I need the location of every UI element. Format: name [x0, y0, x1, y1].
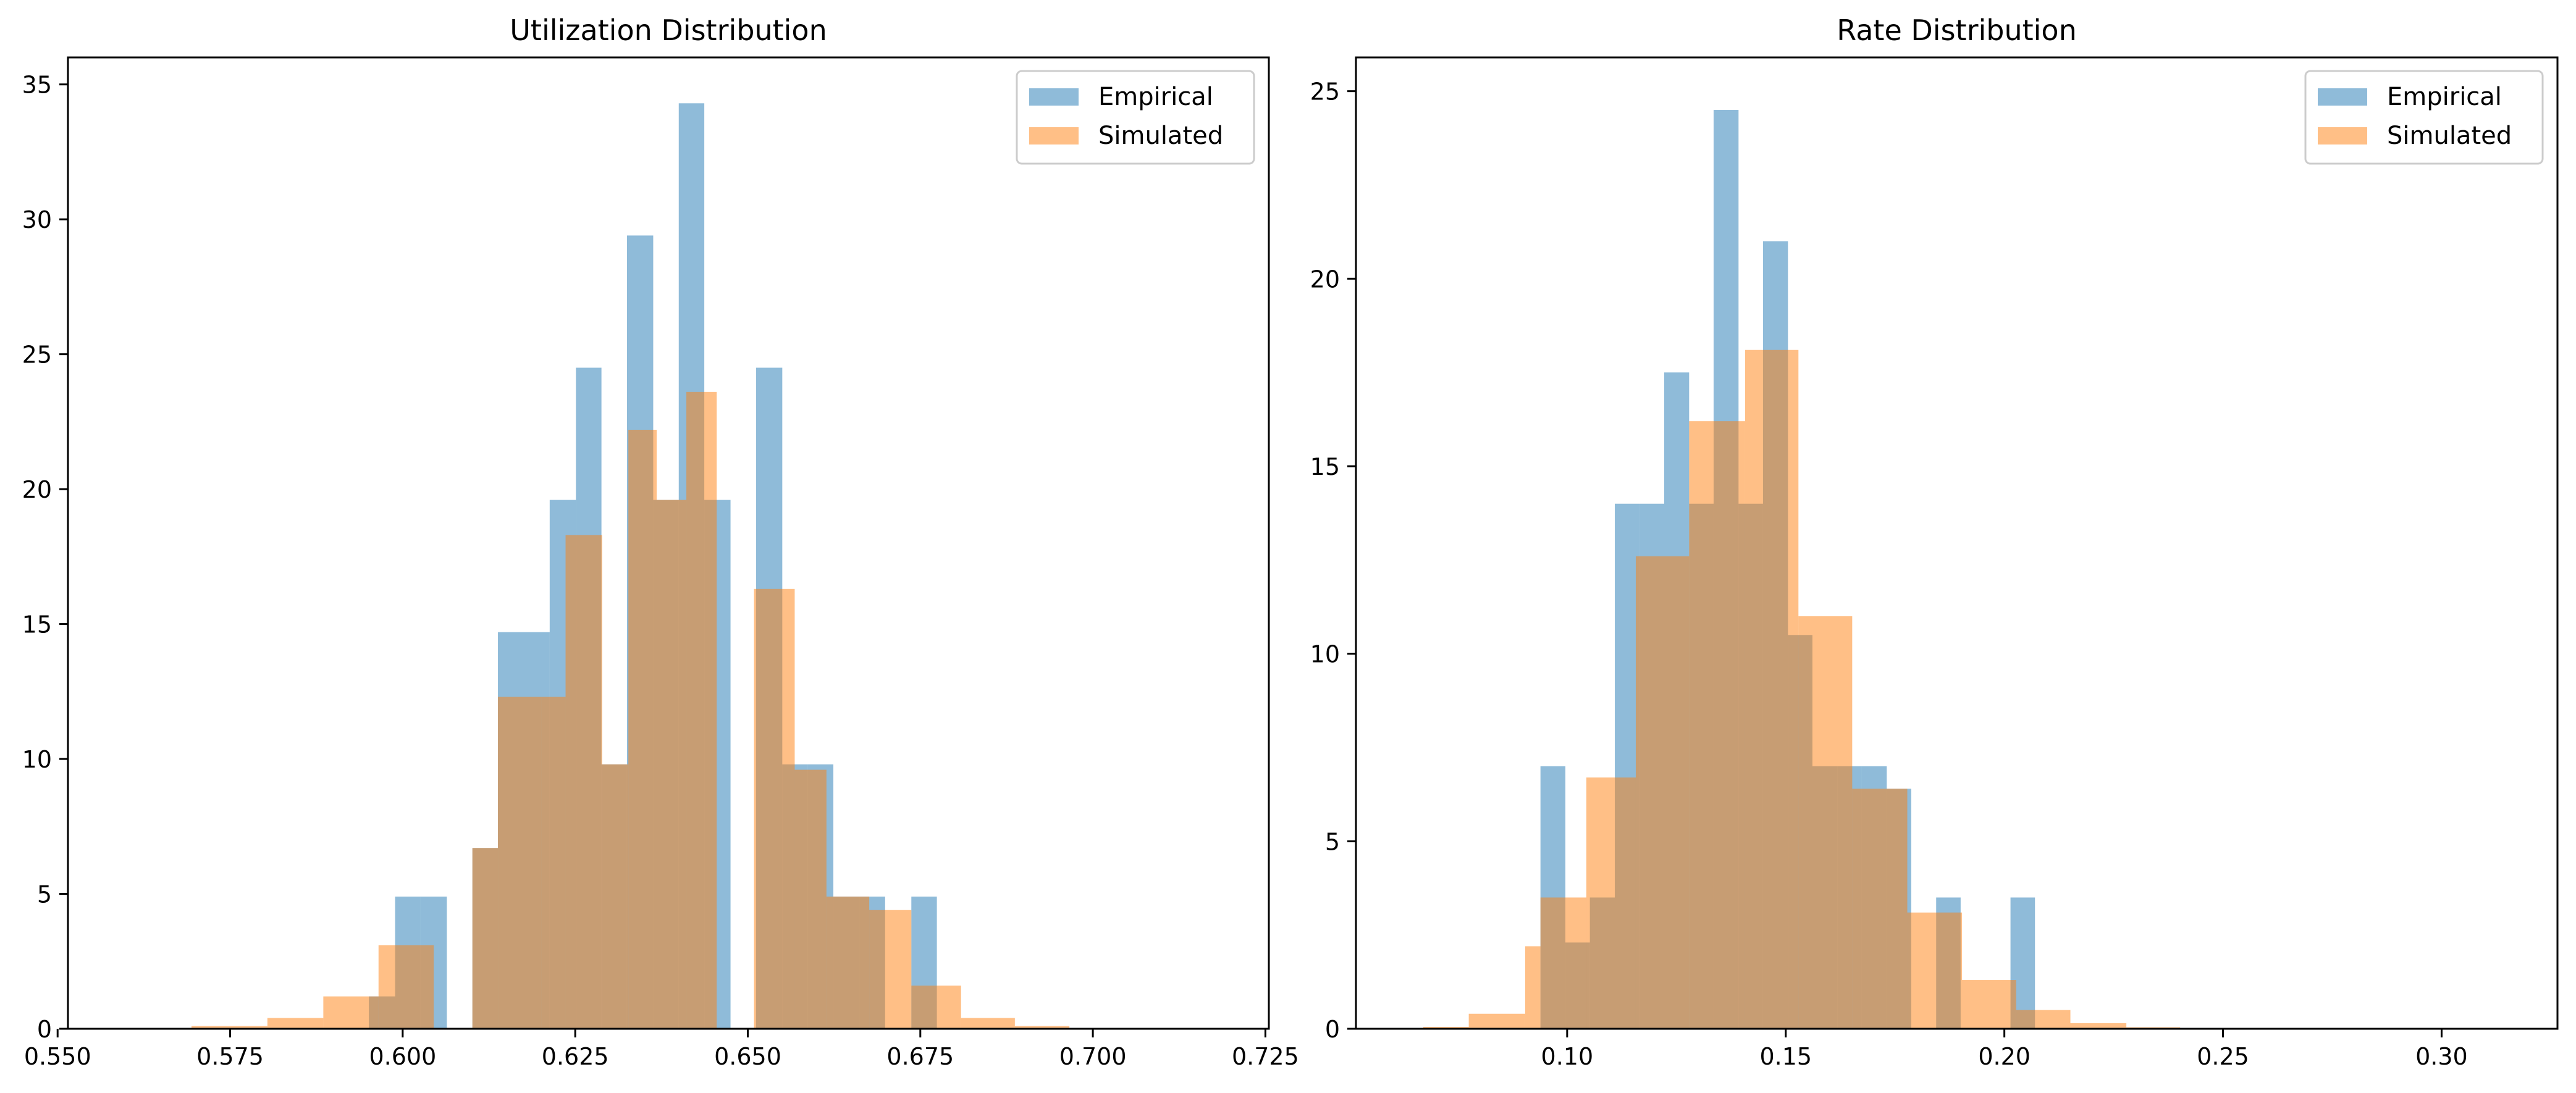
histogram-bar	[498, 697, 542, 1029]
y-tick-label: 20	[1310, 266, 1340, 293]
y-tick-label: 15	[1310, 453, 1340, 480]
y-tick-label: 30	[22, 206, 52, 233]
x-tick-label: 0.15	[1759, 1043, 1812, 1070]
y-tick-label: 25	[22, 341, 52, 369]
x-tick-label: 0.25	[2197, 1043, 2249, 1070]
histogram-bar	[191, 1026, 267, 1029]
panel-rate: Rate Distribution 0.10 0.15 0.20 0.25 0.30 0 5 1…	[1310, 14, 2559, 1070]
histogram-bar	[472, 848, 499, 1029]
legend-label: Simulated	[1098, 122, 1223, 150]
histogram-bar	[1525, 946, 1541, 1029]
x-tick-label: 0.725	[1232, 1043, 1299, 1070]
x-tick-label: 0.625	[542, 1043, 609, 1070]
histogram-bar	[628, 429, 657, 1029]
axes-frame	[1355, 56, 2559, 1030]
legend-swatch	[2318, 127, 2367, 144]
series-simulated	[1423, 350, 2181, 1029]
x-tick-label: 0.600	[369, 1043, 436, 1070]
y-tick-label: 5	[37, 881, 52, 908]
histogram-bar	[1852, 789, 1908, 1029]
histogram-bar	[1635, 556, 1690, 1029]
y-tick-label: 15	[22, 611, 52, 639]
x-tick-label: 0.700	[1059, 1043, 1127, 1070]
histogram-bar	[378, 945, 434, 1029]
histogram-bar	[1907, 912, 1962, 1029]
bars	[191, 103, 1070, 1029]
x-tick-label: 0.30	[2415, 1043, 2468, 1070]
histogram-bar	[1798, 616, 1853, 1029]
histogram-bar	[794, 769, 827, 1029]
axes-frame	[67, 56, 1270, 1030]
histogram-bar	[754, 588, 795, 1029]
y-tick-label: 5	[1325, 828, 1340, 855]
histogram-bar	[961, 1018, 1015, 1029]
x-tick-label: 0.675	[886, 1043, 954, 1070]
x-tick-label: 0.10	[1541, 1043, 1594, 1070]
bars	[1423, 110, 2181, 1029]
histogram-bar	[911, 986, 961, 1029]
y-tick-label: 10	[1310, 641, 1340, 668]
histogram-bar	[1423, 1026, 1469, 1029]
x-tick-label: 0.650	[714, 1043, 781, 1070]
legend-swatch	[1029, 88, 1079, 106]
histogram-bar	[541, 697, 566, 1029]
histogram-bar	[686, 392, 717, 1029]
legend-label: Simulated	[2387, 122, 2512, 150]
histogram-bar	[565, 535, 602, 1029]
y-tick-label: 10	[22, 746, 52, 773]
legend-swatch	[2318, 88, 2367, 106]
chart-title: Utilization Distribution	[510, 14, 827, 47]
histogram-bar	[2016, 1010, 2071, 1029]
legend-label: Empirical	[1098, 83, 1213, 111]
histogram-bar	[1586, 777, 1615, 1029]
legend-label: Empirical	[2387, 83, 2502, 111]
legend-swatch	[1029, 127, 1079, 144]
histogram-bar	[657, 500, 687, 1029]
panel-utilization: Utilization Distribution 0.550 0.575 0.600 0…	[22, 14, 1299, 1070]
y-tick-label: 35	[22, 72, 52, 99]
y-tick-label: 0	[1325, 1016, 1340, 1043]
y-tick-label: 25	[1310, 78, 1340, 106]
legend: Empirical Simulated	[2304, 70, 2544, 165]
legend: Empirical Simulated	[1016, 70, 1255, 165]
histogram-bar	[869, 910, 912, 1029]
histogram-bar	[1689, 421, 1745, 1029]
x-tick-label: 0.550	[24, 1043, 91, 1070]
histogram-bar	[267, 1018, 324, 1029]
histogram-bar	[1468, 1013, 1525, 1029]
histogram-bar	[1745, 350, 1799, 1029]
histogram-bar	[1615, 777, 1636, 1029]
histogram-bar	[1961, 980, 2016, 1029]
series-simulated	[191, 392, 1070, 1029]
x-tick-label: 0.20	[1978, 1043, 2031, 1070]
histogram-bar	[826, 896, 870, 1029]
histogram-bar	[1014, 1026, 1070, 1029]
y-tick-label: 20	[22, 476, 52, 503]
histogram-bar	[2070, 1023, 2127, 1029]
chart-title: Rate Distribution	[1837, 14, 2076, 47]
y-tick-label: 0	[37, 1016, 52, 1043]
histogram-bar	[323, 996, 379, 1029]
histogram-bar	[602, 764, 629, 1029]
histogram-bar	[1540, 897, 1587, 1029]
x-tick-label: 0.575	[196, 1043, 264, 1070]
